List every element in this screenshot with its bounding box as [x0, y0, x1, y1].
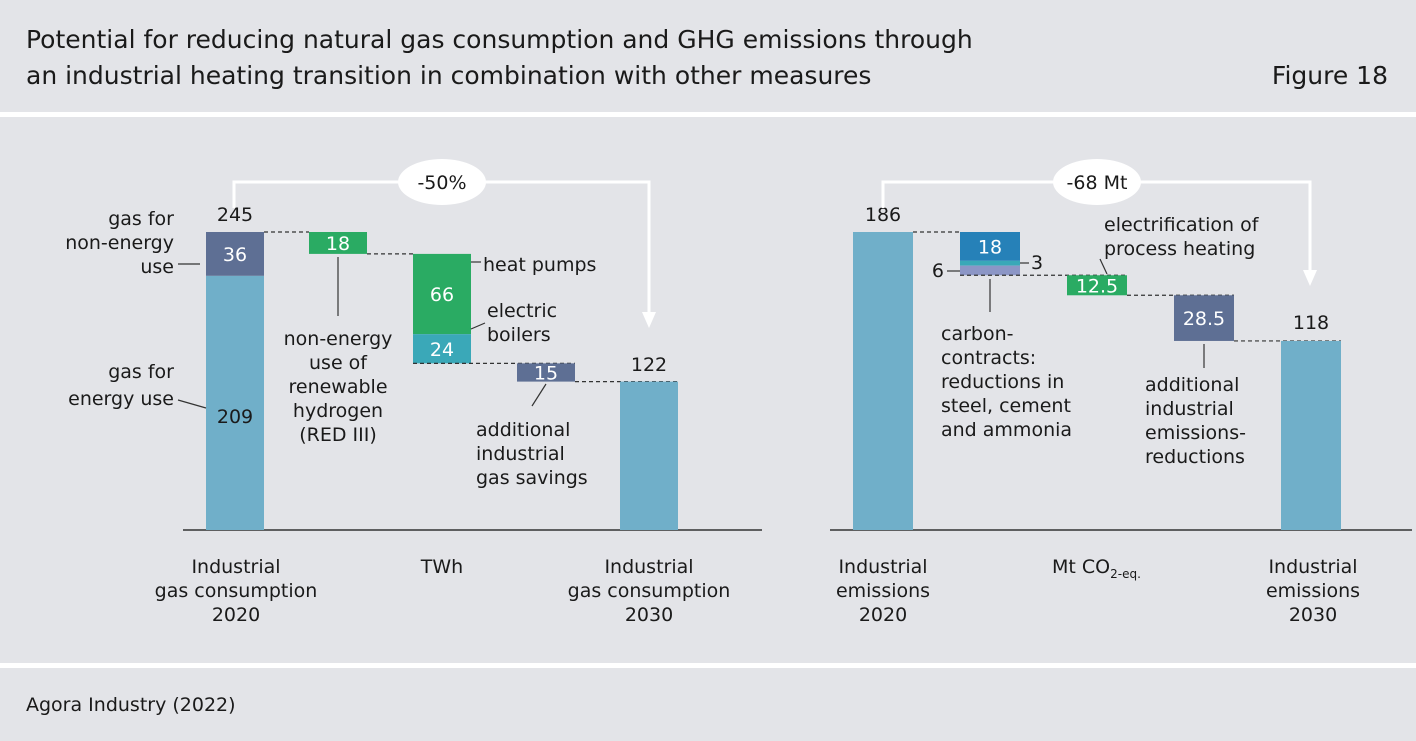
- category-label-2030: 2030: [625, 604, 673, 626]
- segment-label-energy: energy use: [68, 388, 174, 410]
- bar-step-carbon-contracts-3: [960, 260, 1020, 266]
- bar-step-heat-pumps: [413, 253, 471, 335]
- bar-segment-non-energy-use: [206, 232, 264, 276]
- category-label-2020: Industrial: [191, 556, 280, 578]
- step-label-additional: industrial: [1145, 398, 1234, 420]
- category-label-2030: gas consumption: [568, 580, 731, 602]
- segment-label-non-energy: use: [140, 256, 174, 278]
- value-label-36: 36: [223, 244, 247, 266]
- leader-line: [177, 399, 207, 409]
- value-label-18: 18: [326, 233, 350, 255]
- leader-line: [531, 383, 547, 407]
- category-label-2020: Industrial: [838, 556, 927, 578]
- unit-subscript: 2-eq.: [1110, 567, 1141, 581]
- category-label-2020: 2020: [212, 604, 260, 626]
- step-label-electrification: process heating: [1104, 238, 1255, 260]
- category-label-2020: emissions: [836, 580, 930, 602]
- chart-title-line-2: an industrial heating transition in comb…: [26, 61, 872, 90]
- step-label-heat-pumps: heat pumps: [483, 254, 596, 276]
- total-label-end: 118: [1293, 312, 1329, 334]
- category-label-2030: Industrial: [1268, 556, 1357, 578]
- bar-step-electric-boilers: [413, 334, 471, 364]
- step-label-hydrogen: use of: [309, 352, 368, 374]
- value-label-24: 24: [430, 339, 454, 361]
- bar-segment-energy-use: [206, 275, 264, 530]
- figure-label: Figure 18: [1271, 61, 1388, 90]
- value-label-3: 3: [1031, 252, 1043, 274]
- value-label-66: 66: [430, 284, 454, 306]
- bar-total-start: [853, 232, 913, 530]
- category-label-2020: gas consumption: [155, 580, 318, 602]
- category-label-2030: emissions: [1266, 580, 1360, 602]
- step-label-additional: reductions: [1145, 446, 1245, 468]
- segment-label-non-energy: gas for: [108, 208, 174, 230]
- step-label-hydrogen: (RED III): [299, 424, 377, 446]
- bar-total-end: [620, 381, 678, 530]
- bar-step-carbon-contracts-18: [960, 232, 1020, 261]
- step-label-electric-boilers: electric: [487, 300, 557, 322]
- value-label-209: 209: [217, 406, 253, 428]
- bar-step-additional: [1174, 295, 1234, 341]
- title-band: Potential for reducing natural gas consu…: [0, 0, 1416, 112]
- step-label-gas-savings: gas savings: [476, 467, 588, 489]
- step-label-hydrogen: non-energy: [284, 328, 393, 350]
- step-label-carbon-contracts: reductions in: [941, 371, 1064, 393]
- bar-step-gas-savings: [517, 363, 575, 382]
- value-label-28-5: 28.5: [1183, 308, 1225, 330]
- category-label-2030: Industrial: [604, 556, 693, 578]
- change-bubble: [1053, 159, 1141, 205]
- leader-line: [470, 322, 486, 330]
- step-label-carbon-contracts: steel, cement: [941, 395, 1071, 417]
- value-label-18: 18: [978, 236, 1002, 258]
- step-label-electrification: electrification of: [1104, 214, 1260, 236]
- step-label-electric-boilers: boilers: [487, 324, 551, 346]
- bar-step-carbon-contracts-6: [960, 265, 1020, 276]
- step-label-carbon-contracts: carbon-: [941, 323, 1013, 345]
- step-label-carbon-contracts: contracts:: [941, 347, 1036, 369]
- top-divider: [0, 112, 1416, 117]
- change-label: -50%: [417, 172, 466, 194]
- step-label-gas-savings: industrial: [476, 443, 565, 465]
- change-bubble: [398, 159, 486, 205]
- step-label-hydrogen: renewable: [288, 376, 387, 398]
- step-label-additional: emissions-: [1145, 422, 1246, 444]
- value-label-15: 15: [534, 362, 558, 384]
- bottom-divider: [0, 663, 1416, 668]
- segment-label-energy: gas for: [108, 361, 174, 383]
- bar-step-hydrogen: [309, 232, 367, 254]
- reduction-arrow-head: [642, 312, 656, 328]
- value-label-12-5: 12.5: [1076, 275, 1118, 297]
- segment-label-non-energy: non-energy: [65, 232, 174, 254]
- unit-label-mt: Mt CO2-eq.: [1052, 556, 1141, 581]
- step-label-additional: additional: [1145, 374, 1239, 396]
- step-label-carbon-contracts: and ammonia: [941, 419, 1072, 441]
- value-label-6: 6: [932, 260, 944, 282]
- leader-line: [1099, 258, 1108, 275]
- step-label-hydrogen: hydrogen: [293, 400, 383, 422]
- total-label-end: 122: [631, 354, 667, 376]
- change-label: -68 Mt: [1067, 172, 1128, 194]
- source-note: Agora Industry (2022): [26, 694, 236, 716]
- bar-total-end: [1281, 340, 1341, 530]
- chart-title-line-1: Potential for reducing natural gas consu…: [26, 25, 973, 54]
- category-label-2020: 2020: [859, 604, 907, 626]
- bar-step-electrification: [1067, 275, 1127, 296]
- step-label-gas-savings: additional: [476, 419, 570, 441]
- category-label-2030: 2030: [1289, 604, 1337, 626]
- total-label-start: 186: [865, 204, 901, 226]
- reduction-arrow-head: [1303, 270, 1317, 286]
- total-label-start: 245: [217, 204, 253, 226]
- unit-label-twh: TWh: [420, 556, 463, 578]
